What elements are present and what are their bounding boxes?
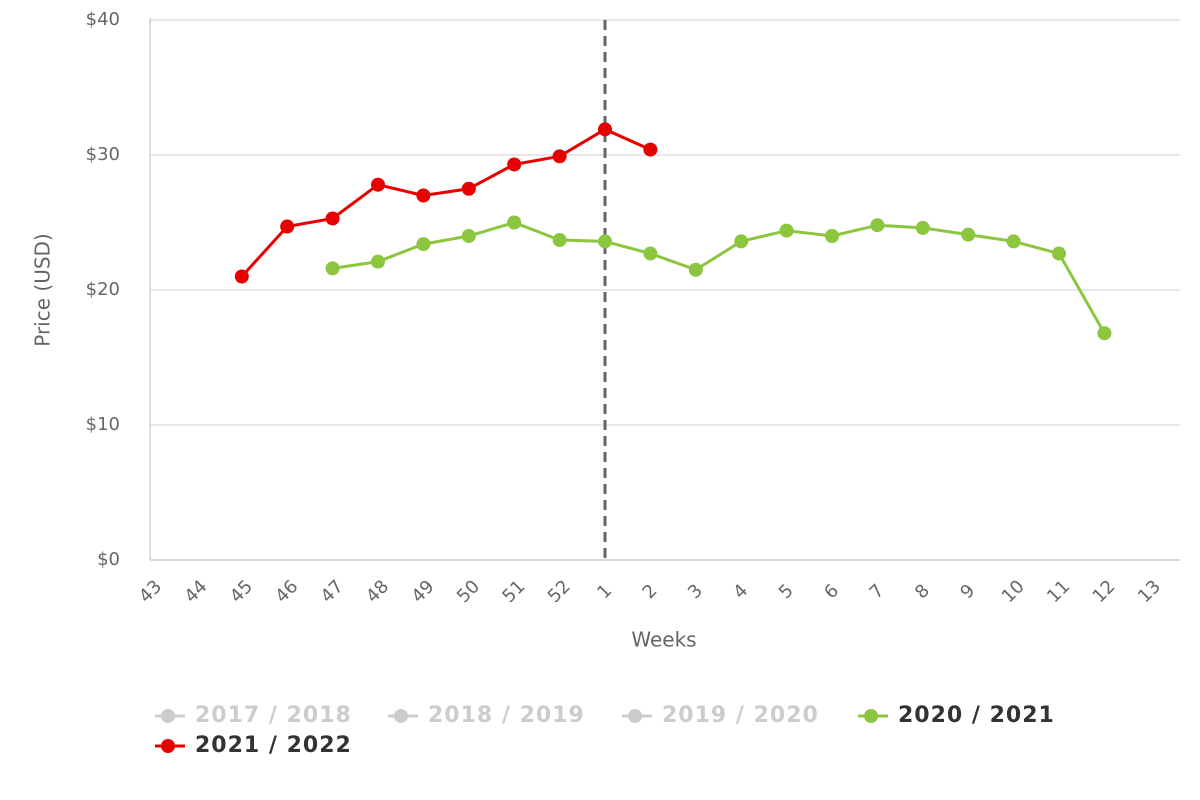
data-point: [598, 234, 612, 249]
x-tick-label: 3: [684, 580, 707, 603]
data-point: [325, 211, 340, 226]
legend-marker: [628, 709, 642, 723]
x-tick-label: 6: [820, 580, 843, 603]
y-tick-label: $0: [97, 549, 120, 570]
x-tick-label: 2: [639, 580, 662, 603]
legend-marker: [161, 739, 175, 753]
x-tick-label: 5: [775, 580, 798, 603]
data-point: [1006, 234, 1021, 249]
data-point: [280, 219, 295, 234]
x-tick-label: 51: [498, 576, 529, 607]
data-point: [961, 227, 976, 242]
x-tick-label: 8: [911, 580, 934, 603]
x-tick-label: 10: [998, 576, 1029, 607]
x-tick-label: 7: [866, 580, 889, 603]
data-point: [416, 188, 431, 203]
x-tick-label: 44: [181, 576, 212, 607]
data-point: [825, 229, 839, 243]
x-tick-label: 48: [362, 576, 393, 607]
x-tick-label: 50: [453, 576, 484, 607]
series-line: [332, 220, 1106, 334]
data-point: [734, 234, 749, 249]
x-tick-label: 9: [956, 580, 979, 603]
x-tick-label: 52: [544, 576, 575, 607]
legend-label: 2018 / 2019: [428, 703, 585, 728]
legend-marker: [394, 709, 408, 723]
x-tick-label: 12: [1089, 576, 1120, 607]
data-point: [461, 181, 476, 196]
x-tick-label: 46: [271, 576, 302, 607]
data-point: [915, 220, 930, 235]
y-tick-label: $10: [86, 414, 120, 435]
x-tick-label: 4: [729, 580, 752, 603]
x-tick-label: 45: [226, 576, 257, 607]
x-tick-label: 49: [408, 576, 439, 607]
data-point: [371, 254, 385, 269]
data-point: [1052, 246, 1066, 261]
data-point: [507, 215, 522, 230]
data-point: [643, 142, 658, 157]
x-axis-title: Weeks: [631, 628, 696, 652]
data-point: [234, 269, 249, 284]
data-point: [552, 233, 567, 248]
y-axis-title: Price (USD): [31, 233, 55, 347]
x-tick-label: 11: [1043, 576, 1074, 607]
x-tick-label: 43: [135, 576, 166, 607]
legend-label: 2019 / 2020: [662, 703, 819, 728]
data-point: [416, 237, 431, 252]
x-tick-label: 47: [317, 576, 348, 607]
data-point: [507, 157, 522, 172]
data-point: [779, 223, 794, 238]
data-point: [688, 262, 703, 277]
legend-marker: [864, 709, 878, 723]
legend-label: 2021 / 2022: [195, 733, 352, 758]
y-tick-label: $40: [86, 9, 120, 30]
x-tick-label: 1: [593, 580, 616, 603]
data-point: [552, 149, 567, 164]
x-tick-label: 13: [1134, 576, 1165, 607]
legend-label: 2017 / 2018: [195, 703, 352, 728]
data-point: [325, 261, 340, 276]
data-point: [643, 246, 658, 261]
data-point: [1097, 326, 1112, 341]
data-point: [461, 229, 476, 243]
y-tick-label: $20: [86, 279, 120, 300]
data-point: [598, 122, 612, 137]
data-point: [371, 177, 385, 192]
series-line: [240, 127, 652, 278]
data-point: [870, 218, 885, 233]
y-tick-label: $30: [86, 144, 120, 165]
legend-marker: [161, 709, 175, 723]
legend-label: 2020 / 2021: [898, 703, 1055, 728]
